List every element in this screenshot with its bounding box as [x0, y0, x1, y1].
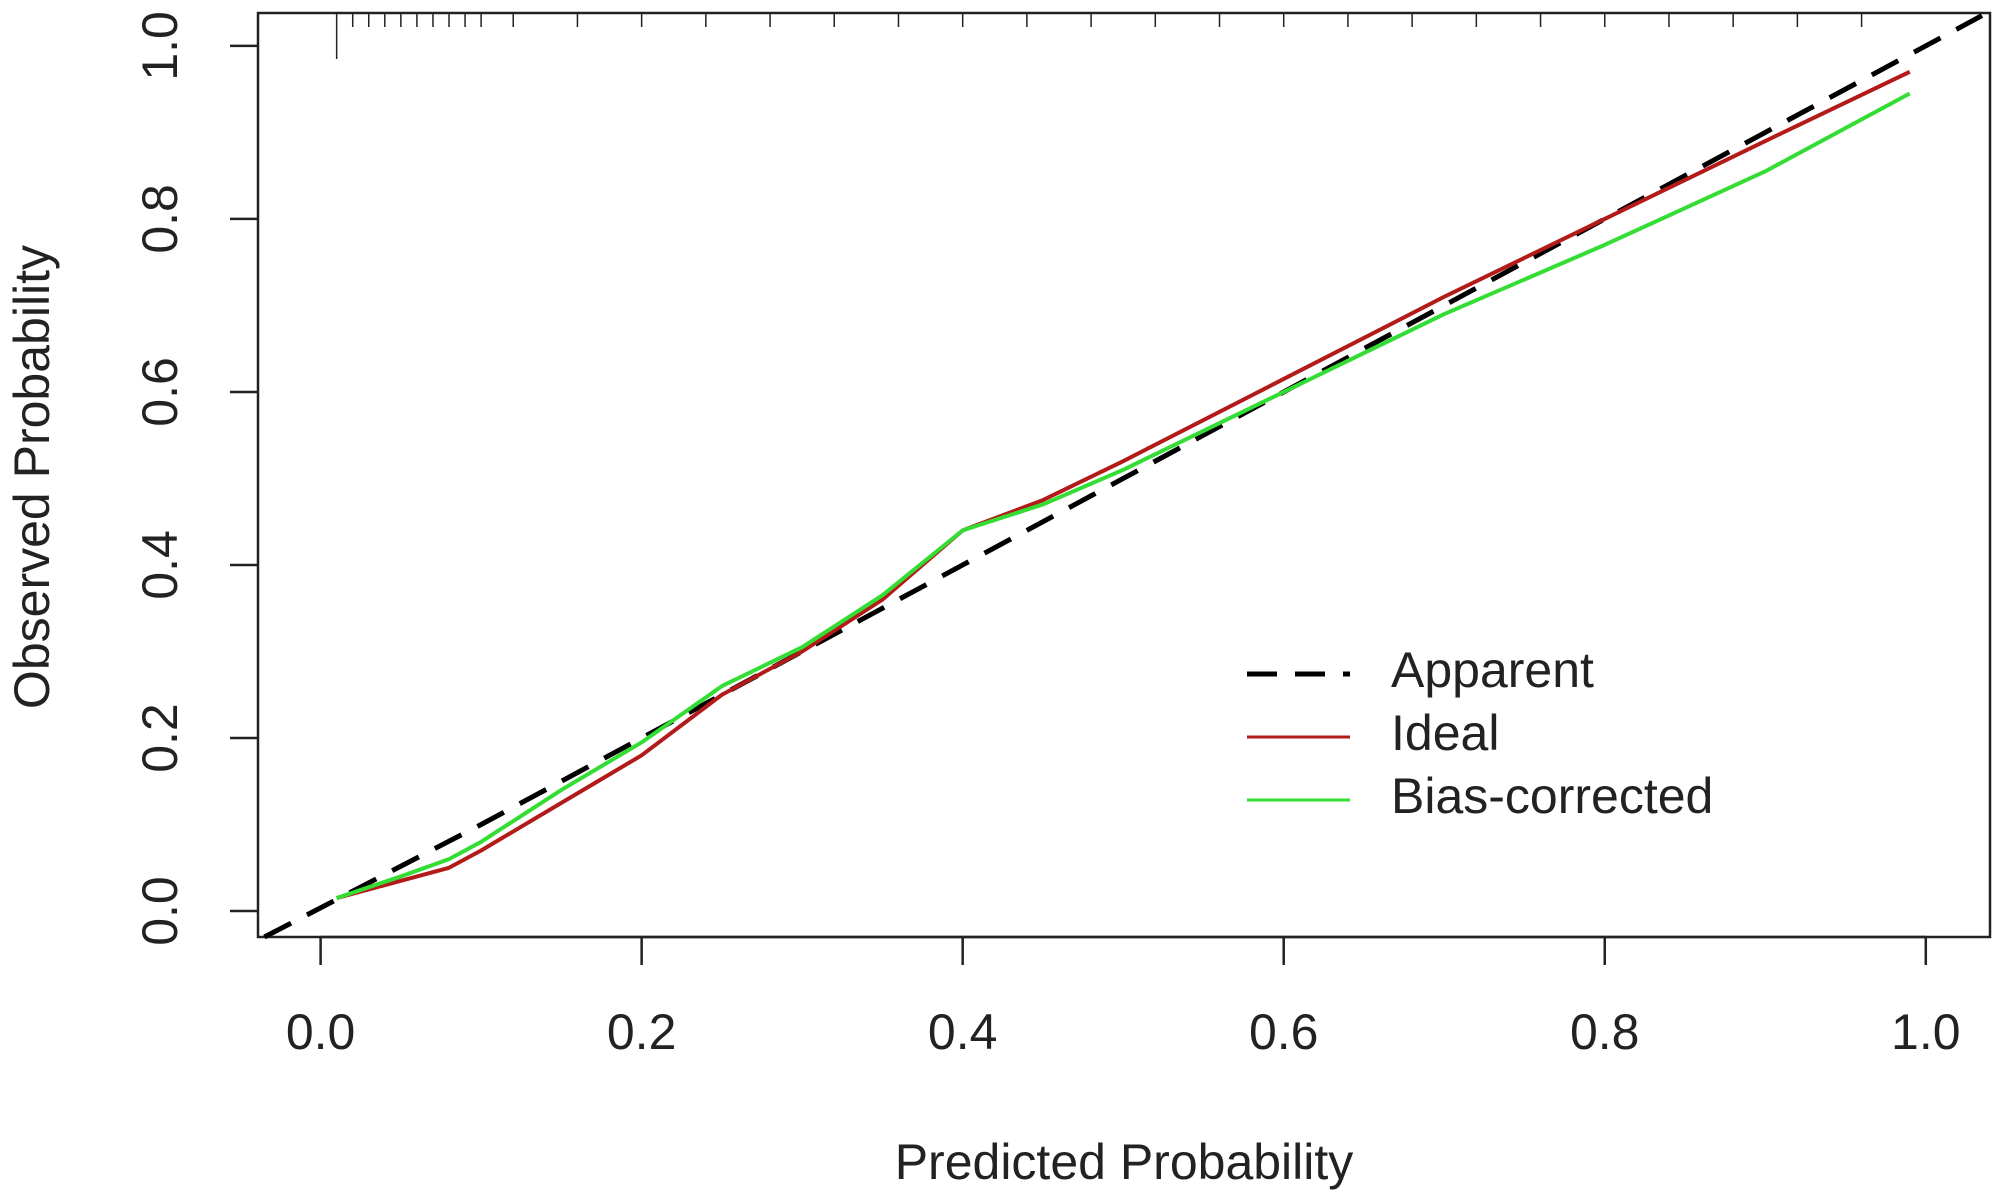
- series-line: [336, 70, 1911, 900]
- x-axis-title: Predicted Probability: [895, 1134, 1354, 1190]
- y-tick-label: 0.4: [132, 530, 188, 600]
- legend-label: Ideal: [1391, 705, 1499, 761]
- y-axis-title: Observed Probability: [4, 245, 60, 709]
- x-tick-label: 0.4: [928, 1004, 998, 1060]
- y-tick-label: 1.0: [132, 11, 188, 81]
- plot-frame: [256, 11, 1992, 939]
- x-tick-label: 1.0: [1891, 1004, 1961, 1060]
- x-tick-label: 0.2: [607, 1004, 677, 1060]
- series-line: [336, 91, 1911, 900]
- y-tick-label: 0.8: [132, 184, 188, 254]
- legend-label: Apparent: [1391, 642, 1594, 698]
- series-line: [263, 13, 1984, 940]
- y-tick-label: 0.0: [132, 876, 188, 946]
- legend-label: Bias-corrected: [1391, 768, 1713, 824]
- x-tick-label: 0.8: [1570, 1004, 1640, 1060]
- x-tick-label: 0.6: [1249, 1004, 1319, 1060]
- y-tick-label: 0.2: [132, 703, 188, 773]
- y-tick-label: 0.6: [132, 357, 188, 427]
- x-tick-label: 0.0: [286, 1004, 356, 1060]
